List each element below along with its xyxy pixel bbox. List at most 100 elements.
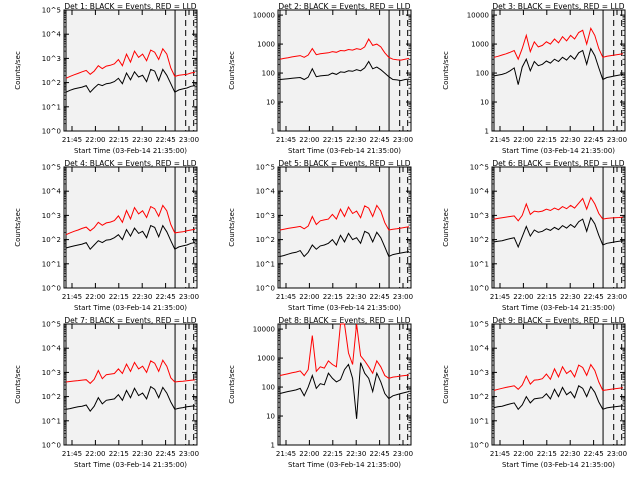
x-tick-label: 21:45 [490, 450, 510, 458]
y-tick-label: 100 [476, 70, 489, 78]
y-tick-label: 10^2 [470, 393, 489, 401]
y-tick-label: 1 [271, 128, 275, 136]
x-tick-label: 22:15 [323, 450, 343, 458]
x-axis-label: Start Time (03-Feb-14 21:35:00) [288, 304, 401, 312]
x-tick-label: 22:00 [299, 450, 319, 458]
x-axis-label: Start Time (03-Feb-14 21:35:00) [502, 147, 615, 155]
y-tick-label: 10^0 [256, 285, 275, 293]
y-tick-label: 10^5 [42, 321, 61, 329]
y-tick-label: 10^4 [256, 188, 276, 196]
x-tick-label: 22:15 [323, 293, 343, 301]
series-line-events [493, 385, 624, 411]
x-tick-label: 22:15 [323, 136, 343, 144]
x-tick-label: 22:30 [560, 293, 580, 301]
y-tick-label: 10^5 [470, 164, 489, 172]
x-tick-label: 22:00 [513, 136, 533, 144]
x-tick-label: 21:45 [62, 450, 82, 458]
series-line-events [493, 47, 624, 85]
y-axis-label: Counts/sec [442, 365, 450, 404]
plot-frame [491, 166, 626, 289]
series-line-lld [493, 26, 624, 61]
x-tick-label: 22:45 [156, 136, 176, 144]
y-tick-label: 10^1 [470, 260, 489, 268]
x-tick-label: 23:00 [179, 450, 199, 458]
chart-det-6: Det 6: BLACK = Events, RED = LLD Counts/s… [442, 159, 627, 312]
series-line-lld [279, 37, 410, 61]
x-tick-label: 23:00 [393, 450, 413, 458]
x-axis-label: Start Time (03-Feb-14 21:35:00) [288, 147, 401, 155]
y-tick-label: 10^1 [42, 417, 61, 425]
x-axis-label: Start Time (03-Feb-14 21:35:00) [74, 147, 187, 155]
x-tick-label: 22:30 [560, 450, 580, 458]
y-tick-label: 10^2 [256, 236, 275, 244]
x-tick-label: 21:45 [490, 293, 510, 301]
chart-det-4: Det 4: BLACK = Events, RED = LLD Counts/s… [14, 159, 199, 312]
series-line-events [279, 60, 410, 82]
plot-frame [491, 323, 626, 446]
x-tick-label: 21:45 [276, 136, 296, 144]
y-axis-label: Counts/sec [228, 208, 236, 247]
series-line-events [279, 362, 410, 419]
y-tick-label: 10^1 [256, 260, 275, 268]
x-tick-label: 22:30 [132, 293, 152, 301]
x-tick-label: 22:00 [85, 293, 105, 301]
y-tick-label: 10^0 [42, 442, 61, 450]
y-tick-label: 10^4 [42, 31, 62, 39]
y-tick-label: 10^2 [470, 236, 489, 244]
y-tick-label: 10^2 [42, 393, 61, 401]
series-line-events [65, 224, 196, 251]
y-tick-label: 10^1 [470, 417, 489, 425]
y-axis-label: Counts/sec [14, 208, 22, 247]
x-axis-label: Start Time (03-Feb-14 21:35:00) [288, 461, 401, 469]
x-axis-label: Start Time (03-Feb-14 21:35:00) [502, 304, 615, 312]
y-tick-label: 10000 [253, 326, 275, 334]
chart-det-8: Det 8: BLACK = Events, RED = LLD Counts/s… [228, 316, 413, 469]
y-tick-label: 10^3 [42, 369, 61, 377]
x-tick-label: 22:00 [513, 450, 533, 458]
y-tick-label: 10000 [253, 12, 275, 20]
x-tick-label: 23:00 [607, 293, 627, 301]
y-tick-label: 10 [480, 99, 489, 107]
y-tick-label: 10^4 [470, 345, 490, 353]
plot-frame [277, 166, 412, 289]
chart-title: Det 2: BLACK = Events, RED = LLD [278, 2, 410, 11]
y-tick-label: 10^0 [42, 128, 61, 136]
series-line-lld [65, 47, 196, 79]
chart-title: Det 3: BLACK = Events, RED = LLD [492, 2, 624, 11]
y-tick-label: 1000 [257, 355, 275, 363]
y-axis-label: Counts/sec [228, 51, 236, 90]
y-tick-label: 10 [266, 99, 275, 107]
y-tick-label: 10^5 [470, 321, 489, 329]
y-tick-label: 100 [262, 384, 275, 392]
y-tick-label: 10^0 [470, 442, 489, 450]
x-tick-label: 22:30 [132, 136, 152, 144]
y-tick-label: 1 [485, 128, 489, 136]
x-tick-label: 22:00 [299, 136, 319, 144]
chart-title: Det 6: BLACK = Events, RED = LLD [492, 159, 624, 168]
x-tick-label: 22:30 [346, 136, 366, 144]
y-tick-label: 10^3 [42, 212, 61, 220]
x-tick-label: 22:15 [109, 293, 129, 301]
x-tick-label: 22:45 [370, 293, 390, 301]
y-tick-label: 10^3 [470, 369, 489, 377]
x-tick-label: 21:45 [62, 136, 82, 144]
x-tick-label: 23:00 [179, 136, 199, 144]
plot-frame [63, 9, 198, 132]
x-tick-label: 22:45 [584, 136, 604, 144]
x-tick-label: 22:45 [584, 450, 604, 458]
chart-det-5: Det 5: BLACK = Events, RED = LLD Counts/s… [228, 159, 413, 312]
chart-title: Det 1: BLACK = Events, RED = LLD [64, 2, 196, 11]
y-tick-label: 10^1 [42, 103, 61, 111]
series-line-lld [65, 359, 196, 385]
x-tick-label: 22:15 [109, 450, 129, 458]
x-tick-label: 21:45 [276, 450, 296, 458]
chart-det-1: Det 1: BLACK = Events, RED = LLD Counts/s… [14, 2, 199, 155]
chart-title: Det 4: BLACK = Events, RED = LLD [64, 159, 196, 168]
series-line-events [279, 230, 410, 258]
x-tick-label: 23:00 [179, 293, 199, 301]
y-tick-label: 10^5 [42, 7, 61, 15]
x-tick-label: 21:45 [62, 293, 82, 301]
series-line-lld [279, 323, 410, 379]
x-tick-label: 22:30 [132, 450, 152, 458]
